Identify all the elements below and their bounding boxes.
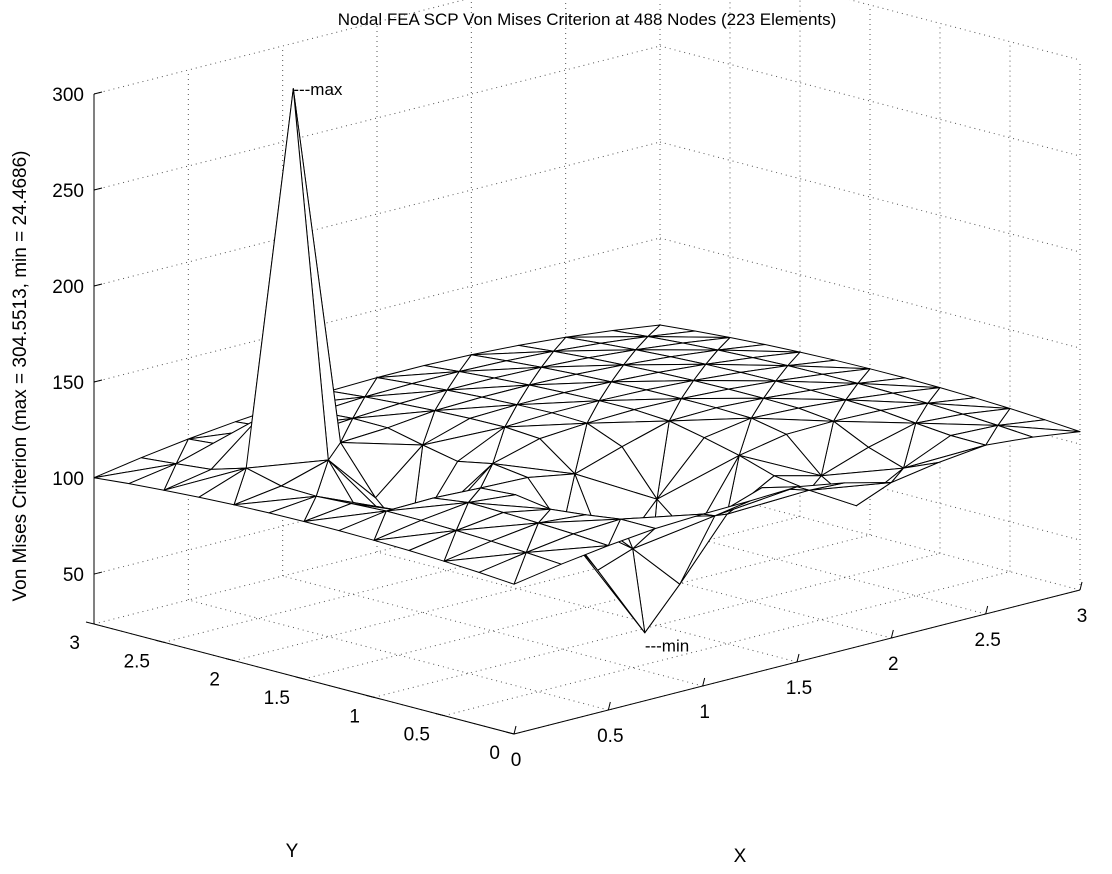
y-tick-label: 0 xyxy=(489,743,500,764)
y-tick-label: 1 xyxy=(349,706,360,727)
surface-mesh xyxy=(93,88,1081,634)
x-tick-label: 2 xyxy=(888,654,899,675)
max-label: ---max xyxy=(293,80,343,99)
grid-lines xyxy=(93,0,1081,735)
z-axis-ticks: 50 100 150 200 250 300 xyxy=(52,85,103,586)
x-tick-mark xyxy=(513,725,517,735)
z-tick-label: 300 xyxy=(52,85,84,106)
z-tick-mark xyxy=(93,283,103,287)
mesh-triangle xyxy=(408,530,457,562)
x-tick-label: 2.5 xyxy=(974,630,1000,651)
x-tick-label: 3 xyxy=(1077,606,1088,627)
y-tick-mark xyxy=(295,676,305,680)
mesh-triangle xyxy=(478,552,527,585)
y-tick-label: 1.5 xyxy=(264,688,290,709)
z-tick-label: 200 xyxy=(52,277,84,298)
x-tick-mark xyxy=(985,605,989,615)
z-tick-label: 150 xyxy=(52,373,84,394)
z-tick-mark xyxy=(93,379,103,383)
y-tick-label: 2.5 xyxy=(124,651,150,672)
back-wall-grid-line xyxy=(93,141,661,287)
y-axis-ticks: 0 0.5 1 1.5 2 2.5 3 xyxy=(69,621,515,764)
extreme-annotations: ---max ---min xyxy=(293,80,689,656)
floor-grid-line xyxy=(443,571,1011,717)
mesh-triangle xyxy=(198,467,247,506)
y-tick-label: 3 xyxy=(69,633,80,654)
y-tick-mark xyxy=(155,639,165,643)
z-tick-label: 50 xyxy=(63,565,84,586)
z-axis-title: Von Mises Criterion (max = 304.5513, min… xyxy=(10,151,31,602)
z-tick-mark xyxy=(93,91,103,95)
min-label: ---min xyxy=(645,637,689,656)
x-tick-mark xyxy=(796,653,800,663)
chart-title: Nodal FEA SCP Von Mises Criterion at 488… xyxy=(338,10,837,29)
z-tick-mark xyxy=(93,571,103,575)
y-tick-label: 2 xyxy=(209,670,220,691)
x-axis-title: X xyxy=(734,846,747,867)
floor-grid-line xyxy=(376,551,798,663)
x-tick-mark xyxy=(890,629,894,639)
z-tick-label: 250 xyxy=(52,181,84,202)
mesh-triangle xyxy=(128,463,177,491)
y-tick-mark xyxy=(85,621,95,625)
z-tick-label: 100 xyxy=(52,469,84,490)
y-tick-mark xyxy=(435,713,445,717)
y-tick-mark xyxy=(505,731,515,735)
y-tick-mark xyxy=(225,658,235,662)
x-tick-label: 0 xyxy=(511,750,522,771)
x-tick-mark xyxy=(607,701,611,711)
x-tick-mark xyxy=(1079,581,1083,591)
z-tick-mark xyxy=(93,187,103,191)
x-tick-label: 0.5 xyxy=(597,726,623,747)
x-tick-label: 1 xyxy=(699,702,710,723)
mesh-triangle xyxy=(268,495,317,522)
y-tick-mark xyxy=(365,694,375,698)
y-axis-title: Y xyxy=(286,841,299,862)
x-axis-ticks: 0 0.5 1 1.5 2 2.5 3 xyxy=(511,581,1088,771)
z-tick-mark xyxy=(93,475,103,479)
back-wall-grid-line xyxy=(93,45,661,191)
side-wall-grid-line xyxy=(659,141,1081,253)
mesh-triangle xyxy=(338,510,387,541)
y-tick-label: 0.5 xyxy=(404,725,430,746)
x-tick-label: 1.5 xyxy=(786,678,812,699)
x-tick-mark xyxy=(702,677,706,687)
